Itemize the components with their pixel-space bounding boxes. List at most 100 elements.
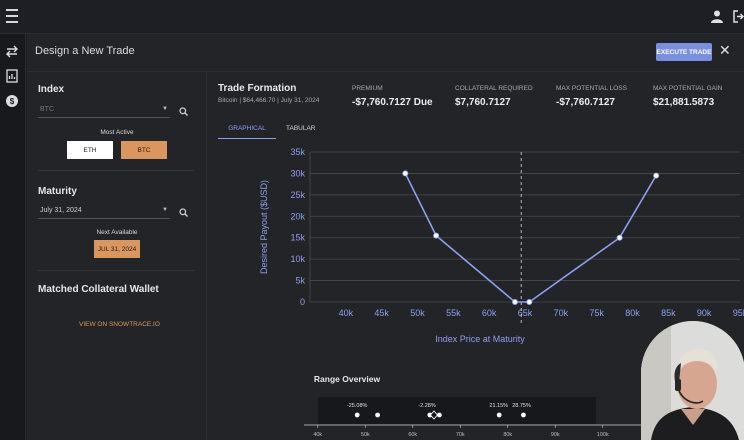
strike-point: [521, 412, 526, 418]
y-tick-label: 5k: [295, 276, 305, 286]
dollar-coin-icon[interactable]: $: [5, 94, 19, 108]
strike-percent-label: 28.75%: [512, 403, 531, 409]
trade-config-column: Index BTC ▼ Most Active ETH BTC Maturity…: [27, 72, 207, 440]
strike-point: [496, 412, 502, 418]
index-select-value: BTC: [40, 106, 54, 113]
design-trade-panel: Design a New Trade EXECUTE TRADE ✕ Index…: [27, 34, 744, 440]
metric-premium: PREMIUM -$7,760.7127 Due: [352, 85, 433, 108]
top-bar: [0, 0, 744, 34]
svg-text:$: $: [10, 97, 15, 106]
maturity-select-value: July 31, 2024: [40, 207, 82, 214]
x-tick-label: 80k: [625, 308, 640, 318]
x-tick-label: 55k: [446, 308, 461, 318]
x-tick-label: 40k: [339, 308, 354, 318]
strike-percent-label: -25.08%: [347, 403, 368, 409]
range-band: [318, 397, 596, 424]
divider: [38, 170, 194, 171]
payout-chart: 0 5k 10k 15k 20k 25k 30k 35k 40k 45k 50k 55k 60k 65k 7…: [259, 147, 744, 344]
divider: [38, 270, 194, 271]
tab-graphical[interactable]: GRAPHICAL: [218, 121, 276, 139]
y-tick-label: 30k: [290, 168, 305, 178]
metric-label: MAX POTENTIAL GAIN: [653, 85, 723, 92]
x-tick-label: 95k: [733, 308, 744, 318]
hamburger-icon[interactable]: [6, 9, 18, 23]
x-tick-label: 85k: [661, 308, 676, 318]
presenter-video: [641, 321, 744, 440]
x-tick-label: 90k: [697, 308, 712, 318]
metric-value: -$7,760.7127 Due: [352, 97, 433, 108]
metric-value: $7,760.7127: [455, 97, 511, 108]
payout-point: [526, 298, 533, 305]
trade-formation: Trade Formation Bitcoin | $64,466.70 | J…: [208, 72, 744, 440]
next-available-date-button[interactable]: JUL 31, 2024: [94, 240, 140, 258]
x-tick-label: 50k: [361, 432, 370, 438]
chart-document-icon[interactable]: [5, 69, 19, 83]
strike-point: [436, 412, 442, 418]
x-tick-label: 50k: [410, 308, 425, 318]
snowtrace-link[interactable]: VIEW ON SNOWTRACE.IO: [79, 321, 160, 328]
most-active-label: Most Active: [100, 129, 134, 136]
index-option-eth[interactable]: ETH: [67, 141, 113, 159]
x-axis-label: Index Price at Maturity: [435, 334, 525, 344]
strike-point: [354, 412, 360, 418]
range-overview-title: Range Overview: [314, 374, 381, 384]
execute-trade-button[interactable]: EXECUTE TRADE: [656, 43, 712, 61]
metric-label: COLLATERAL REQUIRED: [455, 85, 533, 92]
swap-arrows-icon[interactable]: [5, 44, 19, 58]
payout-point: [402, 170, 409, 177]
trade-formation-subtitle: Bitcoin | $64,466.70 | July 31, 2024: [218, 97, 320, 104]
chevron-down-icon: ▼: [162, 207, 168, 213]
x-tick-label: 40k: [313, 432, 322, 438]
y-axis-label: Desired Payout ($USD): [259, 180, 269, 274]
x-tick-label: 70k: [554, 308, 569, 318]
chevron-down-icon: ▼: [162, 106, 168, 112]
x-tick-label: 45k: [374, 308, 389, 318]
range-overview-chart: Range Overview40k50k60k70k80k90k100k110k…: [304, 374, 668, 438]
x-tick-label: 100k: [597, 432, 609, 438]
left-rail: $: [0, 34, 26, 440]
metric-value: $21,881.5873: [653, 97, 715, 108]
metric-value: -$7,760.7127: [556, 97, 615, 108]
y-tick-label: 20k: [290, 211, 305, 221]
x-tick-label: 75k: [589, 308, 604, 318]
user-icon[interactable]: [711, 10, 723, 23]
payout-line: [404, 173, 657, 303]
index-title: Index: [38, 84, 65, 95]
trade-formation-title: Trade Formation: [218, 83, 297, 94]
metric-collateral: COLLATERAL REQUIRED $7,760.7127: [455, 85, 533, 108]
y-tick-label: 15k: [290, 233, 305, 243]
payout-point: [616, 234, 623, 241]
search-icon[interactable]: [179, 208, 188, 217]
x-tick-label: 60k: [482, 308, 497, 318]
y-tick-label: 35k: [290, 147, 305, 157]
spot-diamond-marker: [429, 410, 439, 420]
logout-icon[interactable]: [733, 10, 744, 23]
x-tick-label: 70k: [456, 432, 465, 438]
x-tick-label: 90k: [551, 432, 560, 438]
y-tick-label: 25k: [290, 190, 305, 200]
search-icon[interactable]: [179, 107, 188, 116]
payout-point: [653, 172, 660, 179]
metric-label: PREMIUM: [352, 85, 383, 92]
strike-point: [375, 412, 380, 418]
close-icon[interactable]: ✕: [719, 42, 731, 58]
strike-percent-label: -2.28%: [418, 403, 436, 409]
payout-point: [433, 232, 440, 239]
wallet-title: Matched Collateral Wallet: [38, 284, 159, 295]
strike-percent-label: 21.15%: [489, 403, 508, 409]
maturity-select[interactable]: July 31, 2024 ▼: [38, 205, 170, 219]
y-tick-label: 10k: [290, 254, 305, 264]
next-available-label: Next Available: [96, 229, 138, 236]
panel-title: Design a New Trade: [35, 45, 135, 57]
tab-tabular[interactable]: TABULAR: [286, 125, 316, 132]
index-option-btc[interactable]: BTC: [121, 141, 167, 159]
x-tick-label: 80k: [503, 432, 512, 438]
metric-max-gain: MAX POTENTIAL GAIN $21,881.5873: [653, 85, 722, 108]
payout-point: [511, 298, 518, 305]
metric-max-loss: MAX POTENTIAL LOSS -$7,760.7127: [556, 85, 627, 108]
index-select[interactable]: BTC ▼: [38, 104, 170, 118]
x-tick-label: 60k: [408, 432, 417, 438]
panel-header: Design a New Trade EXECUTE TRADE ✕: [27, 34, 744, 72]
x-tick-label: 65k: [518, 308, 533, 318]
maturity-title: Maturity: [38, 186, 77, 197]
